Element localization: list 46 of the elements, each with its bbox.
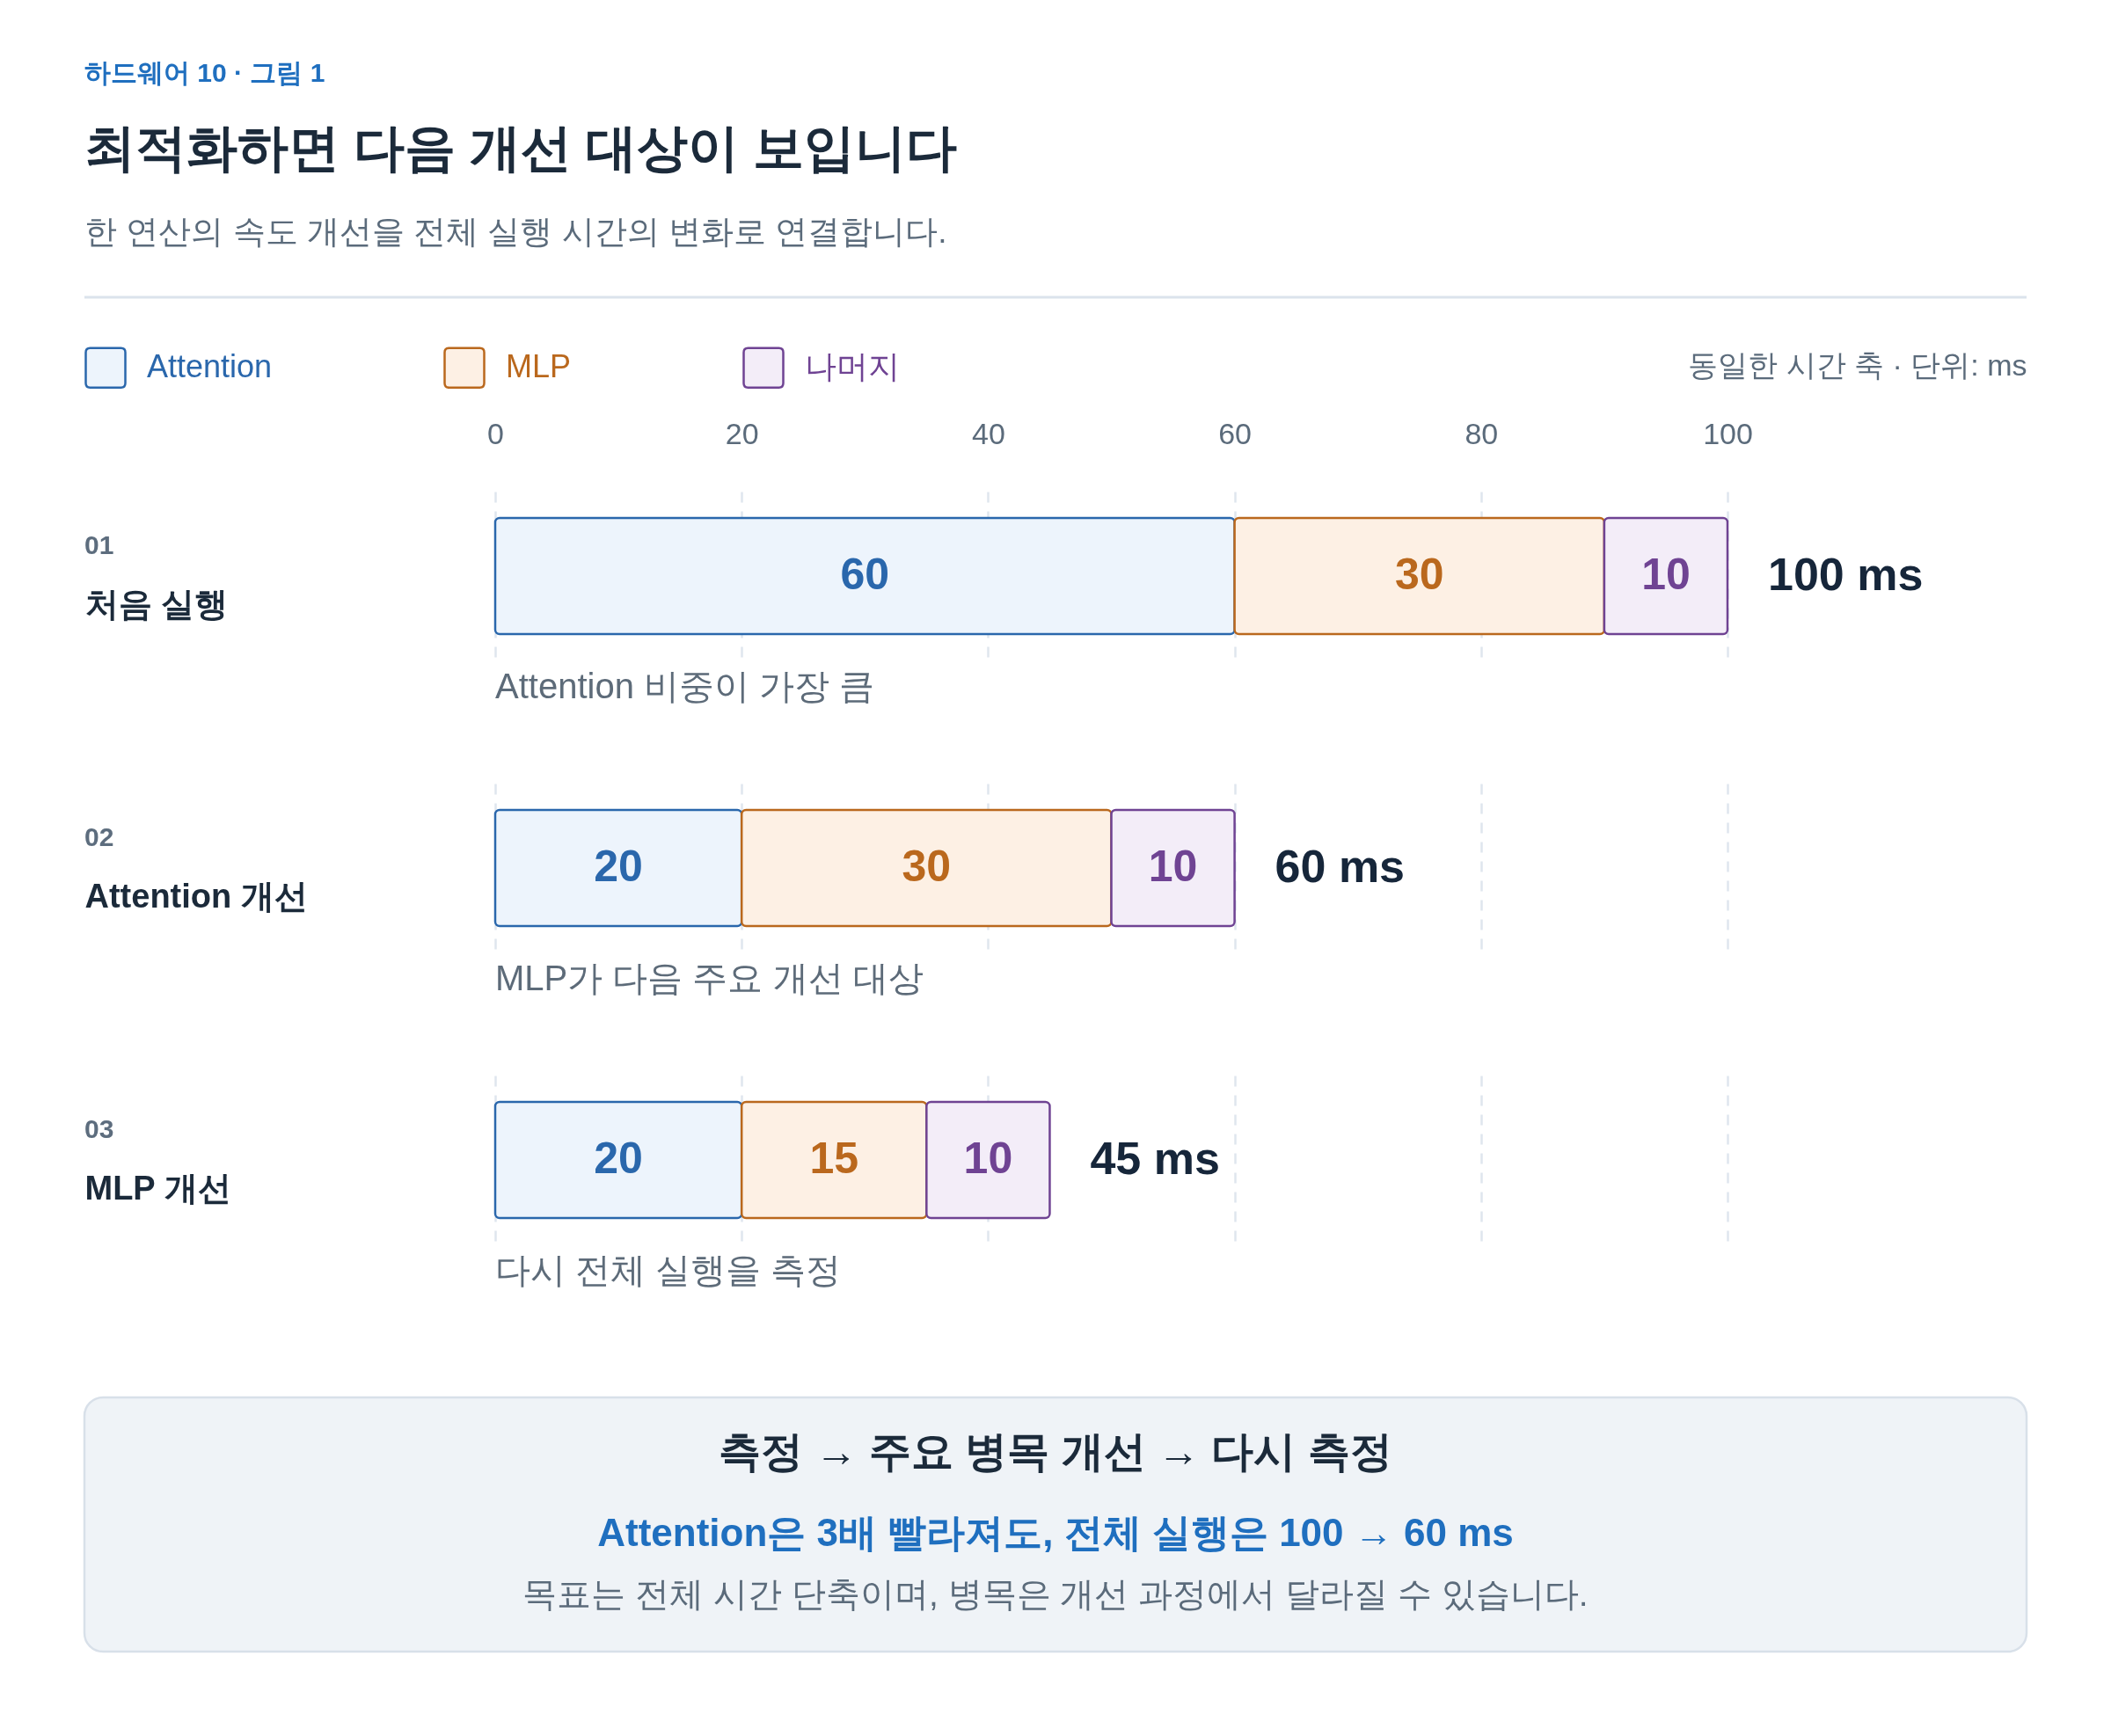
bar <box>1603 516 1729 636</box>
chart-title: 최적화하면 다음 개선 대상이 보입니다 <box>84 119 958 176</box>
x-tick-label: 80 <box>1465 416 1499 450</box>
bar <box>925 1100 1051 1220</box>
data-label: 10 <box>1148 842 1198 891</box>
bar <box>493 1100 743 1220</box>
x-tick-label: 100 <box>1703 416 1753 450</box>
data-label: 30 <box>1394 550 1444 599</box>
data-label: 60 <box>840 550 890 599</box>
total-label: 45 ms <box>1090 1133 1220 1184</box>
text: Attention은 3배 빨라져도, 전체 실행은 100 → 60 ms <box>597 1511 1514 1554</box>
x-axis-title: 동일한 시간 축 · 단위: ms <box>1688 347 2027 382</box>
annotation: MLP가 다음 주요 개선 대상 <box>495 959 924 997</box>
text: 목표는 전체 시간 단축이며, 병목은 개선 과정에서 달라질 수 있습니다. <box>522 1575 1589 1613</box>
text: 측정 → 주요 병목 개선 → 다시 측정 <box>719 1428 1392 1475</box>
bar <box>493 808 743 928</box>
annotation: 다시 전체 실행을 측정 <box>495 1251 842 1289</box>
legend-label: MLP <box>506 348 572 385</box>
total-label: 60 ms <box>1275 841 1406 892</box>
text: 03 <box>84 1114 114 1143</box>
x-tick-label: 20 <box>725 416 759 450</box>
data-label: 15 <box>809 1134 859 1183</box>
total-label: 100 ms <box>1768 549 1924 600</box>
x-tick-label: 40 <box>971 416 1005 450</box>
data-label: 10 <box>963 1134 1013 1183</box>
legend-label: Attention <box>147 348 273 385</box>
legend-label: 나머지 <box>805 348 900 385</box>
data-label: 10 <box>1641 550 1691 599</box>
data-label: 20 <box>594 1134 643 1183</box>
y-tick-label: 처음 실행 <box>84 586 229 623</box>
x-tick-label: 0 <box>487 416 504 450</box>
x-tick-label: 60 <box>1218 416 1253 450</box>
annotation: Attention 비중이 가장 큼 <box>495 667 875 705</box>
data-label: 30 <box>902 842 952 891</box>
text: 01 <box>84 530 114 559</box>
y-tick-label: MLP 개선 <box>84 1170 231 1207</box>
bar <box>740 808 1113 928</box>
text: 하드웨어 10 · 그림 1 <box>84 58 325 87</box>
text: 02 <box>84 822 114 851</box>
data-label: 20 <box>594 842 643 891</box>
bar <box>493 516 1236 636</box>
bar <box>1233 516 1606 636</box>
chart-subtitle: 한 연산의 속도 개선을 전체 실행 시간의 변화로 연결합니다. <box>84 214 947 250</box>
bar <box>740 1100 928 1220</box>
y-tick-label: Attention 개선 <box>84 878 308 915</box>
bar <box>1110 808 1236 928</box>
